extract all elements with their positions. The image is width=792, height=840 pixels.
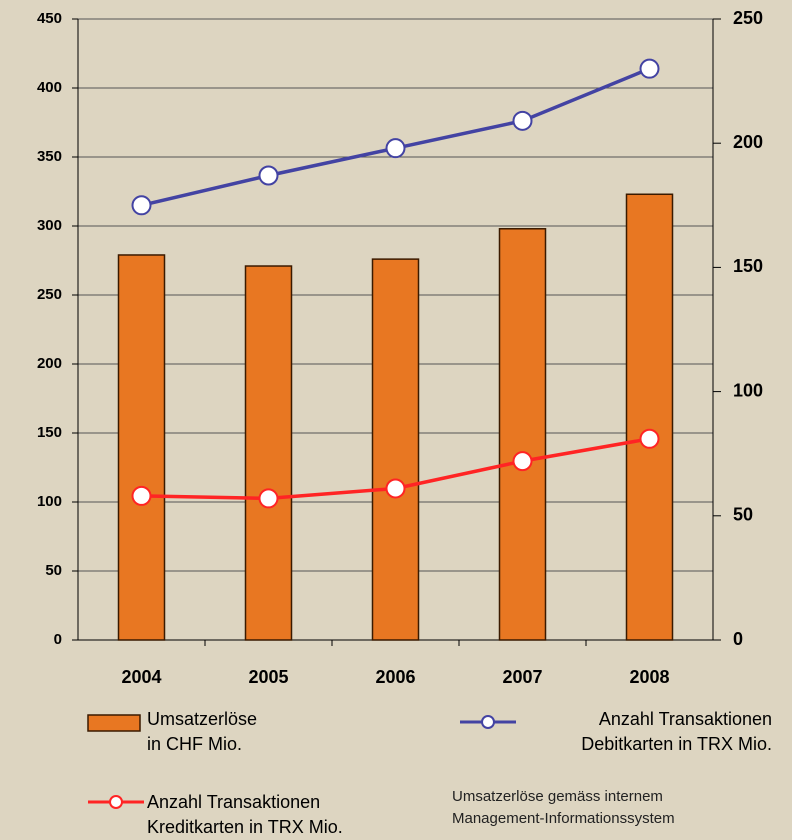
- y2-tick-label: 200: [733, 132, 763, 152]
- y-tick-label: 400: [37, 79, 62, 96]
- legend-label: Anzahl Transaktionen Debitkarten in TRX …: [581, 709, 772, 754]
- y-tick-label: 300: [37, 217, 62, 234]
- y-tick-label: 0: [54, 631, 62, 648]
- y-tick-label: 100: [37, 493, 62, 510]
- y-tick-label: 450: [37, 10, 62, 27]
- y2-tick-label: 150: [733, 256, 763, 276]
- y-tick-label: 50: [45, 562, 62, 579]
- line: [141, 67, 651, 208]
- marker: [258, 488, 279, 509]
- bar: [498, 228, 547, 641]
- legend-swatch: [87, 714, 141, 732]
- marker: [639, 58, 660, 79]
- marker: [258, 165, 279, 186]
- legend-label: Anzahl Transaktionen Kreditkarten in TRX…: [147, 792, 343, 837]
- y-tick-label: 250: [37, 286, 62, 303]
- bar: [371, 258, 420, 641]
- y-tick-label: 200: [37, 355, 62, 372]
- y-tick-label: 350: [37, 148, 62, 165]
- marker: [131, 485, 152, 506]
- marker: [131, 195, 152, 216]
- marker: [512, 451, 533, 472]
- x-tick-label: 2007: [502, 667, 542, 687]
- marker: [385, 138, 406, 159]
- y2-tick-label: 0: [733, 629, 743, 649]
- bar: [244, 265, 293, 641]
- marker: [639, 428, 660, 449]
- y2-tick-label: 50: [733, 505, 753, 525]
- y-tick-label: 150: [37, 424, 62, 441]
- legend-label: Umsatzerlöse in CHF Mio.: [147, 709, 258, 754]
- x-tick-label: 2004: [121, 667, 161, 687]
- annotation: Umsatzerlöse gemäss internem Management-…: [452, 788, 675, 827]
- y2-tick-label: 250: [733, 8, 763, 28]
- legend-swatch: [481, 715, 495, 729]
- marker: [385, 478, 406, 499]
- x-tick-label: 2005: [248, 667, 288, 687]
- bar: [117, 254, 166, 641]
- legend-swatch: [109, 795, 123, 809]
- x-tick-label: 2008: [629, 667, 669, 687]
- x-tick-label: 2006: [375, 667, 415, 687]
- bar: [625, 193, 674, 641]
- y2-tick-label: 100: [733, 380, 763, 400]
- marker: [512, 110, 533, 131]
